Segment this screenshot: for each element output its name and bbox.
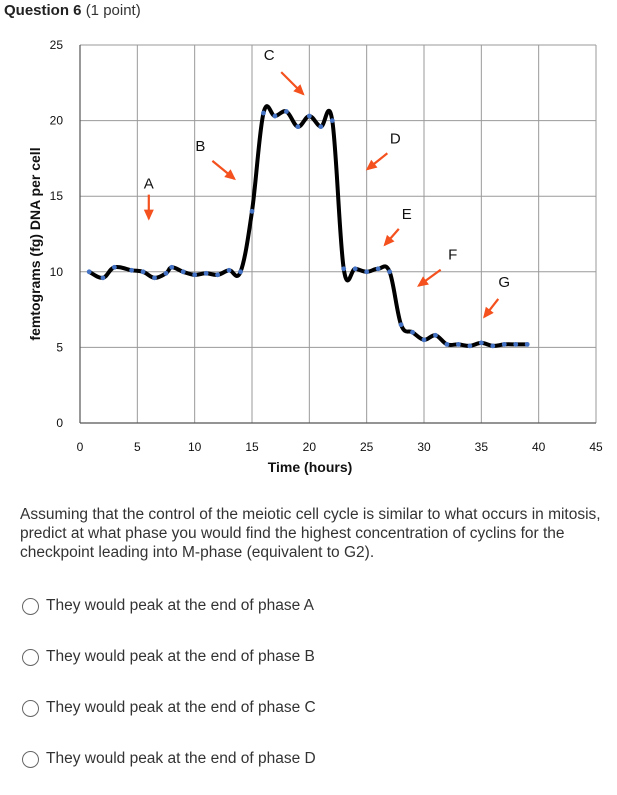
- option-c[interactable]: They would peak at the end of phase C: [22, 699, 316, 717]
- data-point: [410, 329, 415, 335]
- data-point: [478, 340, 484, 346]
- y-tick-label: 10: [50, 265, 64, 279]
- annotation-label-e: E: [402, 206, 412, 223]
- data-point: [163, 270, 169, 276]
- annotation-arrowhead-b: [224, 169, 236, 181]
- data-point: [387, 269, 392, 275]
- x-tick-label: 40: [532, 440, 546, 454]
- data-point: [249, 208, 255, 214]
- data-point: [375, 266, 381, 272]
- data-point: [295, 124, 301, 130]
- data-point: [129, 267, 135, 273]
- data-point: [421, 337, 427, 343]
- x-tick-label: 30: [417, 440, 431, 454]
- option-d-radio[interactable]: [22, 750, 39, 768]
- y-tick-label: 5: [56, 340, 63, 354]
- annotation-label-a: A: [144, 176, 154, 193]
- data-point: [238, 269, 243, 275]
- data-point: [329, 118, 335, 123]
- data-point: [306, 113, 312, 119]
- data-point: [341, 266, 347, 272]
- data-point: [112, 264, 117, 270]
- data-point: [467, 343, 473, 349]
- dna-content-chart: 0 5 10 15 20 25 30 35 40 45 0 5 10 15 20 25 Time (hours)…: [27, 38, 603, 475]
- question-points: (1 point): [85, 2, 141, 19]
- y-axis-label: femtograms (fg) DNA per cell: [27, 147, 43, 340]
- option-d[interactable]: They would peak at the end of phase D: [22, 750, 316, 768]
- annotation-arrowhead-e: [383, 234, 395, 247]
- y-tick-label: 20: [50, 114, 64, 128]
- option-c-label: They would peak at the end of phase C: [46, 699, 316, 716]
- question-prompt: Assuming that the control of the meiotic…: [20, 506, 601, 561]
- option-a-label: They would peak at the end of phase A: [46, 597, 314, 614]
- x-tick-label: 35: [475, 440, 489, 454]
- data-point: [513, 341, 519, 347]
- data-point: [215, 272, 221, 278]
- question-number: Question 6: [4, 2, 82, 19]
- data-point: [140, 269, 146, 275]
- option-b-label: They would peak at the end of phase B: [46, 648, 315, 665]
- x-tick-label: 25: [360, 440, 374, 454]
- annotation-arrowhead-c: [293, 84, 305, 96]
- data-point: [226, 267, 232, 273]
- annotation-label-c: C: [264, 47, 275, 64]
- data-point: [364, 269, 370, 275]
- data-point: [524, 341, 530, 347]
- x-tick-label: 45: [589, 440, 603, 454]
- data-point: [433, 332, 438, 338]
- option-c-radio[interactable]: [22, 699, 39, 717]
- annotation-arrowhead-g: [483, 306, 494, 319]
- y-tick-label: 15: [50, 189, 64, 203]
- data-point: [398, 322, 404, 328]
- y-tick-label: 0: [56, 416, 63, 430]
- data-point: [261, 110, 266, 116]
- annotation-label-g: G: [498, 274, 510, 291]
- option-b[interactable]: They would peak at the end of phase B: [22, 648, 315, 666]
- x-tick-label: 20: [303, 440, 317, 454]
- option-b-radio[interactable]: [22, 648, 39, 666]
- data-point: [272, 113, 278, 119]
- series-line: [88, 104, 528, 348]
- data-point: [456, 341, 461, 347]
- x-tick-label: 0: [77, 440, 84, 454]
- data-point: [490, 343, 496, 349]
- annotation-label-b: B: [195, 138, 205, 155]
- x-tick-label: 15: [245, 440, 259, 454]
- data-point: [501, 341, 507, 347]
- data-point: [152, 275, 157, 281]
- annotation-label-f: F: [448, 247, 457, 264]
- annotation-label-d: D: [390, 130, 401, 147]
- option-a[interactable]: They would peak at the end of phase A: [22, 597, 314, 615]
- data-point: [169, 264, 175, 270]
- x-axis-label: Time (hours): [268, 459, 353, 475]
- data-point: [180, 269, 186, 275]
- data-point: [203, 270, 209, 276]
- annotation-arrowhead-d: [365, 159, 378, 171]
- x-tick-label: 10: [188, 440, 202, 454]
- question-header: Question 6 (1 point): [4, 2, 141, 19]
- data-point: [318, 124, 324, 130]
- data-point: [284, 109, 289, 114]
- annotation-arrowhead-a: [143, 209, 154, 221]
- option-d-label: They would peak at the end of phase D: [46, 750, 316, 767]
- x-tick-label: 5: [134, 440, 141, 454]
- option-a-radio[interactable]: [22, 597, 39, 615]
- data-point: [86, 269, 92, 275]
- annotation-arrowhead-f: [417, 276, 429, 287]
- y-tick-label: 25: [50, 38, 64, 52]
- data-point: [352, 266, 358, 272]
- data-point: [100, 275, 106, 281]
- data-point: [444, 341, 450, 347]
- data-point: [192, 272, 198, 278]
